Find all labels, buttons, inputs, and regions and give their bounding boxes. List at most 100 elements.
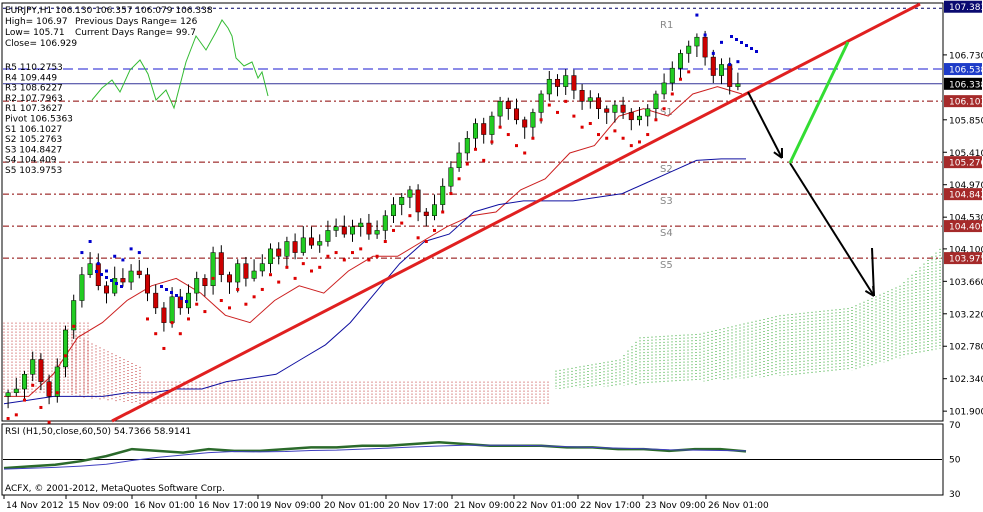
pivot-entry: R2 107.7963: [5, 94, 63, 104]
sar-dot: [730, 35, 733, 38]
sar-dot: [195, 302, 199, 306]
sar-dot: [605, 136, 609, 140]
candle-bull: [677, 53, 684, 69]
candle-bear: [38, 359, 44, 382]
sar-dot: [211, 276, 215, 280]
candle-bear: [628, 112, 634, 121]
sar-dot: [490, 140, 494, 144]
sar-dot: [621, 136, 625, 140]
candle-bull: [54, 366, 60, 397]
rsi-axis-label: 70: [949, 421, 961, 431]
candle-bear: [308, 237, 315, 246]
candle-bear: [366, 222, 372, 235]
candle-bear: [554, 78, 561, 87]
candle-bull: [317, 241, 323, 246]
candle-bear: [153, 292, 159, 309]
sar-dot: [342, 258, 346, 262]
senkou-line: [3, 158, 746, 405]
level-label-s3: S3: [660, 196, 673, 207]
sar-dot: [482, 158, 486, 162]
price-label: 103.220: [949, 310, 983, 320]
sar-dot: [110, 279, 113, 282]
candle-bull: [333, 226, 339, 231]
sar-dot: [95, 270, 98, 273]
candle-bull: [169, 296, 175, 323]
time-label: 22 Nov 17:00: [580, 501, 641, 511]
price-tag-label: 103.975: [949, 255, 983, 265]
sar-dot: [735, 38, 738, 41]
sar-dot: [588, 121, 592, 125]
sar-dot: [597, 133, 600, 137]
price-tag: [944, 156, 982, 169]
rising-trendline: [111, 2, 921, 423]
forecast-arrowhead-1: [773, 147, 783, 159]
candle-bull: [349, 226, 356, 235]
candle-bear: [120, 278, 126, 283]
sar-dot: [711, 51, 715, 55]
price-tag-label: 104.842: [949, 191, 983, 201]
price-label: 104.530: [949, 214, 983, 224]
sar-dot: [613, 129, 617, 133]
candle-bull: [390, 204, 397, 216]
sar-dot: [383, 240, 387, 244]
level-label-s2: S2: [660, 164, 673, 175]
candle-bull: [194, 278, 200, 294]
candle-bull: [71, 300, 77, 331]
price-label: 101.900: [949, 408, 983, 418]
sar-dot: [564, 99, 568, 103]
pivot-entry: S1 106.1027: [5, 125, 62, 135]
rsi-indicator: 70 50 30: [3, 421, 961, 500]
time-label: 16 Nov 01:00: [134, 501, 195, 511]
sar-dot: [301, 262, 305, 266]
sar-dot: [433, 228, 436, 232]
sar-dot: [293, 276, 297, 280]
sar-dot: [465, 162, 469, 166]
forecast-arrows: [747, 41, 875, 297]
candle-bear: [226, 274, 233, 283]
sar-dot: [351, 251, 354, 255]
price-tag: [944, 220, 982, 233]
sar-dot: [318, 265, 322, 269]
candle-bear: [341, 226, 347, 235]
level-label-s5: S5: [660, 260, 673, 271]
time-label: 15 Nov 09:00: [68, 501, 129, 511]
sar-dot: [755, 50, 758, 53]
kijun-line: [4, 86, 743, 397]
candle-bull: [497, 101, 503, 117]
sar-dot: [180, 297, 183, 300]
pivot-entry: S2 105.2763: [5, 135, 62, 145]
sar-dot: [720, 40, 723, 44]
sar-dot: [745, 44, 748, 47]
sar-dot: [334, 251, 338, 255]
candle-bull: [636, 115, 643, 121]
sar-dot: [449, 192, 453, 196]
price-axis: 107.383 106.730 106.538 106.338 106.103 105.8…: [943, 0, 983, 418]
sar-dot: [260, 287, 264, 291]
candle-bull: [210, 252, 216, 287]
candle-bull: [399, 196, 405, 205]
sar-dot: [572, 114, 576, 118]
pivot-entry: R5 110.2753: [5, 63, 63, 73]
sar-dot: [105, 276, 108, 279]
candle-bull: [30, 359, 36, 375]
price-tag: [944, 252, 982, 265]
sar-dot: [457, 177, 461, 181]
sar-dot: [646, 133, 650, 137]
candle-bull: [440, 185, 446, 205]
time-label: 20 Nov 01:00: [324, 501, 385, 511]
sar-dot: [175, 294, 178, 297]
sar-dot: [185, 300, 188, 303]
candle-bull: [464, 137, 470, 154]
candle-bear: [243, 263, 249, 279]
pivot-level-lines: R1 S1 S2 S3 S4 S5: [3, 7, 942, 271]
candle-bear: [103, 285, 110, 294]
rsi-label: RSI (H1,50,close,60,50) 54.7366 58.9141: [5, 427, 191, 437]
sar-dot: [662, 107, 666, 111]
candle-bull: [374, 230, 380, 235]
red-cloud-a: [71, 333, 141, 404]
rsi-signal-line: [3, 444, 747, 470]
candle-bull: [251, 270, 257, 279]
price-tag: [944, 188, 982, 201]
